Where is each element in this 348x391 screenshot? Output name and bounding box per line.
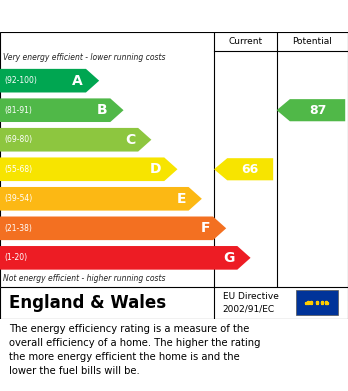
Text: Not energy efficient - higher running costs: Not energy efficient - higher running co…	[3, 274, 166, 283]
Polygon shape	[214, 158, 273, 180]
Text: B: B	[97, 103, 108, 117]
Text: Potential: Potential	[292, 37, 332, 46]
Polygon shape	[0, 128, 151, 152]
Polygon shape	[0, 158, 177, 181]
Text: EU Directive
2002/91/EC: EU Directive 2002/91/EC	[223, 292, 279, 313]
Text: G: G	[223, 251, 235, 265]
Polygon shape	[0, 99, 124, 122]
Text: (92-100): (92-100)	[4, 76, 37, 85]
Text: C: C	[125, 133, 135, 147]
Text: 66: 66	[242, 163, 259, 176]
Text: F: F	[201, 221, 210, 235]
Text: E: E	[176, 192, 186, 206]
Text: (1-20): (1-20)	[4, 253, 27, 262]
Polygon shape	[0, 217, 226, 240]
Polygon shape	[0, 69, 99, 93]
Text: (69-80): (69-80)	[4, 135, 32, 144]
Text: (81-91): (81-91)	[4, 106, 32, 115]
Polygon shape	[277, 99, 345, 121]
Text: Current: Current	[228, 37, 262, 46]
Text: (21-38): (21-38)	[4, 224, 32, 233]
Bar	[296, 291, 338, 315]
Text: 87: 87	[309, 104, 326, 117]
Text: The energy efficiency rating is a measure of the
overall efficiency of a home. T: The energy efficiency rating is a measur…	[9, 325, 260, 377]
Text: (39-54): (39-54)	[4, 194, 32, 203]
Polygon shape	[0, 187, 202, 211]
Text: D: D	[150, 162, 161, 176]
Text: England & Wales: England & Wales	[9, 294, 166, 312]
Text: Energy Efficiency Rating: Energy Efficiency Rating	[10, 9, 220, 23]
Text: (55-68): (55-68)	[4, 165, 32, 174]
Text: Very energy efficient - lower running costs: Very energy efficient - lower running co…	[3, 53, 166, 62]
Text: A: A	[72, 74, 83, 88]
Polygon shape	[0, 246, 251, 270]
